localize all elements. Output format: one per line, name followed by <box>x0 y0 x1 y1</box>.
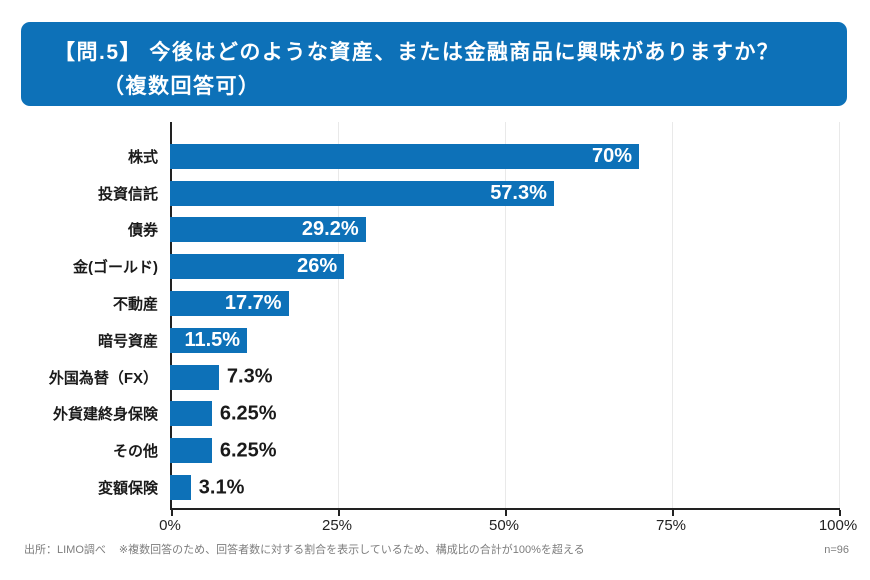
bar-row: 外貨建終身保険 6.25% <box>2 396 840 433</box>
value-label: 70% <box>591 144 632 167</box>
bar-track: 11.5% <box>170 327 840 353</box>
bar: 26% <box>170 254 345 280</box>
bar-track: 3.1% <box>170 475 840 501</box>
bar-row: 外国為替（FX） 7.3% <box>2 359 840 396</box>
bar: 57.3% <box>170 180 554 206</box>
value-label: 29.2% <box>301 218 359 241</box>
question-title-line1: 【問.5】 今後はどのような資産、または金融商品に興味がありますか？ <box>54 41 780 64</box>
category-label: 外貨建終身保険 <box>52 406 158 424</box>
value-label: 26% <box>297 255 338 278</box>
x-axis-tick-label: 25% <box>321 517 353 534</box>
value-label: 11.5% <box>184 328 241 351</box>
bar: 29.2% <box>170 217 366 243</box>
bar-row: 不動産 17.7% <box>2 285 840 322</box>
x-axis-tick <box>505 510 507 516</box>
x-axis-tick-label: 50% <box>488 517 520 534</box>
category-label: 不動産 <box>112 296 158 314</box>
category-label: その他 <box>112 443 158 461</box>
value-label: 3.1% <box>198 476 245 499</box>
sample-size: n=96 <box>824 544 849 556</box>
source-label: 出所：LIMO調べ <box>24 544 106 556</box>
gridline <box>839 122 840 508</box>
x-axis-labels: 0% 25% 50% 75% 100% <box>159 517 857 537</box>
bar-row: その他 6.25% <box>2 432 840 469</box>
bar-track: 6.25% <box>170 438 840 464</box>
bar <box>170 438 212 464</box>
category-label: 外国為替（FX） <box>48 369 158 387</box>
source-note: 出所：LIMO調べ ※複数回答のため、回答者数に対する割合を表示しているため、構成… <box>24 541 585 557</box>
x-axis-tick-label: 75% <box>655 517 687 534</box>
value-label: 57.3% <box>490 181 547 204</box>
category-label: 金(ゴールド) <box>73 259 158 277</box>
bar-row: 投資信託 57.3% <box>2 175 840 212</box>
bar-track: 6.25% <box>170 401 840 427</box>
x-axis-tick <box>672 510 674 516</box>
bar <box>170 475 191 501</box>
bar-row: 暗号資産 11.5% <box>2 322 840 359</box>
value-label: 6.25% <box>219 439 277 462</box>
methodology-note: ※複数回答のため、回答者数に対する割合を表示しているため、構成比の合計が100%… <box>118 544 585 556</box>
bar: 17.7% <box>170 291 289 317</box>
value-label: 17.7% <box>224 292 282 315</box>
bar-row: 株式 70% <box>2 138 840 175</box>
x-axis-tick <box>839 510 841 516</box>
x-axis-tick <box>171 510 173 516</box>
category-label: 投資信託 <box>97 185 158 203</box>
x-axis-tick-label: 100% <box>818 517 858 534</box>
question-header: 【問.5】 今後はどのような資産、または金融商品に興味がありますか？ （複数回答… <box>21 22 847 106</box>
value-label: 7.3% <box>226 365 273 388</box>
bar-track: 7.3% <box>170 364 840 390</box>
x-axis-tick <box>338 510 340 516</box>
gridline <box>505 122 506 508</box>
footer: 出所：LIMO調べ ※複数回答のため、回答者数に対する割合を表示しているため、構成… <box>24 541 849 557</box>
bar: 70% <box>170 143 639 169</box>
bar-row: 債券 29.2% <box>2 212 840 249</box>
bar-track: 29.2% <box>170 217 840 243</box>
bar-track: 70% <box>170 143 840 169</box>
value-label: 6.25% <box>219 402 277 425</box>
bar-rows: 株式 70% 投資信託 57.3% 債券 29.2% 金(ゴールド) 26% 不動産 17.7% 暗… <box>2 138 840 506</box>
gridline <box>672 122 673 508</box>
bar: 11.5% <box>170 327 248 353</box>
bar-track: 17.7% <box>170 291 840 317</box>
bar <box>170 401 212 427</box>
bar-track: 26% <box>170 254 840 280</box>
category-label: 変額保険 <box>97 480 158 498</box>
bar <box>170 364 219 390</box>
category-label: 暗号資産 <box>97 332 158 350</box>
question-title-line2: （複数回答可） <box>103 75 261 98</box>
x-axis-tick-label: 0% <box>159 517 181 534</box>
bar-track: 57.3% <box>170 180 840 206</box>
gridline <box>338 122 339 508</box>
bar-row: 金(ゴールド) 26% <box>2 248 840 285</box>
bar-row: 変額保険 3.1% <box>2 469 840 506</box>
category-label: 株式 <box>127 148 158 166</box>
category-label: 債券 <box>127 222 158 240</box>
